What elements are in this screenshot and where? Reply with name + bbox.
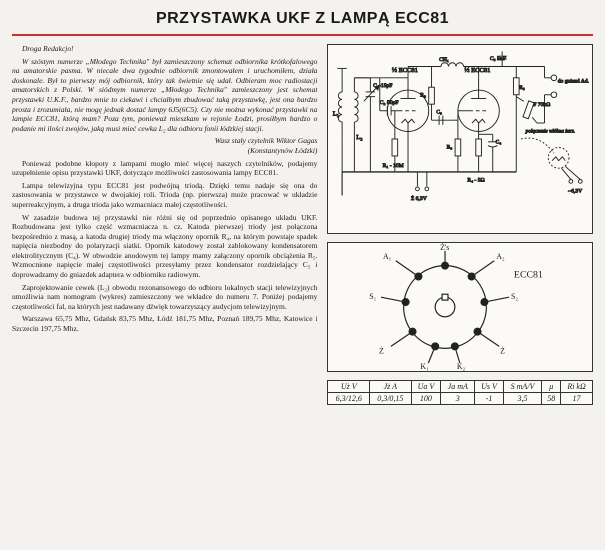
para-3: W zasadzie budowa tej przystawki nie róż… xyxy=(12,213,317,280)
td: 0,3/0,15 xyxy=(370,393,412,405)
td: 6,3/12,6 xyxy=(328,393,370,405)
content-columns: Droga Redakcjo! W szóstym numerze „Młode… xyxy=(12,44,593,405)
svg-text:L₂: L₂ xyxy=(357,134,363,141)
td: 100 xyxy=(411,393,441,405)
td: 3 xyxy=(441,393,475,405)
svg-text:Ż 6,3V: Ż 6,3V xyxy=(411,195,427,202)
td: 17 xyxy=(561,393,593,405)
svg-text:K₂: K₂ xyxy=(457,362,466,371)
svg-text:C₄: C₄ xyxy=(496,140,502,146)
figure-column: L₁ L₂ C₁-15pF xyxy=(327,44,593,405)
svg-text:½ ECC81: ½ ECC81 xyxy=(465,67,491,74)
svg-text:do gniazd Ad.: do gniazd Ad. xyxy=(558,79,590,85)
letter-signature: Wasz stały czytelnik Wiktor Gagas (Konst… xyxy=(12,136,317,155)
para-4: Zaprojektowanie cewek (L₂) obwodu rezona… xyxy=(12,283,317,312)
th: Us V xyxy=(475,381,504,393)
table-row: 6,3/12,6 0,3/0,15 100 3 -1 3,5 58 17 xyxy=(328,393,593,405)
svg-text:K₁: K₁ xyxy=(421,362,430,371)
sig-place: (Konstantynów Łódzki) xyxy=(248,146,318,155)
svg-text:R₄ - 5Ω: R₄ - 5Ω xyxy=(468,177,485,183)
title-rule xyxy=(12,34,593,36)
th: μ xyxy=(542,381,561,393)
td: 58 xyxy=(542,393,561,405)
sig-name: Wasz stały czytelnik Wiktor Gagas xyxy=(215,136,318,145)
svg-text:R₅: R₅ xyxy=(520,85,526,91)
para-2: Lampa telewizyjna typu ECC81 jest podwój… xyxy=(12,181,317,210)
svg-text:R₁ - 10M: R₁ - 10M xyxy=(383,163,404,169)
tube-pinout: Ż's A₂ S₂ Ż K₂ K₁ Ż S₁ A₁ ECC81 xyxy=(327,242,593,372)
page-title: PRZYSTAWKA UKF Z LAMPĄ ECC81 xyxy=(12,8,593,34)
svg-text:CH₁: CH₁ xyxy=(440,57,450,63)
para-1: Ponieważ podobne kłopoty z lampami mogło… xyxy=(12,159,317,178)
text-column: Droga Redakcjo! W szóstym numerze „Młode… xyxy=(12,44,317,405)
th: Uż V xyxy=(328,381,370,393)
svg-text:~6,3V: ~6,3V xyxy=(568,189,582,195)
svg-text:F 70kΩ: F 70kΩ xyxy=(534,102,551,108)
schematic-svg: L₁ L₂ C₁-15pF xyxy=(328,45,592,233)
svg-text:L₁: L₁ xyxy=(333,110,339,117)
svg-text:A₂: A₂ xyxy=(497,252,506,261)
svg-text:Ż's: Ż's xyxy=(441,243,450,252)
svg-text:C₂ 50pF: C₂ 50pF xyxy=(380,100,399,106)
svg-text:S₁: S₁ xyxy=(370,292,377,301)
svg-text:ECC81: ECC81 xyxy=(514,269,543,280)
svg-text:A₁: A₁ xyxy=(383,252,392,261)
svg-text:S₂: S₂ xyxy=(511,292,518,301)
th: Ua V xyxy=(411,381,441,393)
para-5: Warszawa 65,75 Mhz, Gdańsk 83,75 Mhz, Łó… xyxy=(12,314,317,333)
th: Jż A xyxy=(370,381,412,393)
parameter-table: Uż V Jż A Ua V Ja mA Us V S mA/V μ Ri kΩ… xyxy=(327,380,593,405)
svg-text:połączenie włókna żarz.: połączenie włókna żarz. xyxy=(525,128,575,134)
salutation: Droga Redakcjo! xyxy=(12,44,317,54)
svg-text:½ ECC81: ½ ECC81 xyxy=(392,67,418,74)
svg-text:R₂: R₂ xyxy=(421,93,427,99)
circuit-schematic: L₁ L₂ C₁-15pF xyxy=(327,44,593,234)
th: Ri kΩ xyxy=(561,381,593,393)
letter-body: W szóstym numerze „Młodego Technika" był… xyxy=(12,57,317,134)
svg-text:Ż: Ż xyxy=(379,346,384,355)
td: -1 xyxy=(475,393,504,405)
td: 3,5 xyxy=(503,393,542,405)
svg-text:R₃: R₃ xyxy=(447,144,453,150)
th: S mA/V xyxy=(503,381,542,393)
th: Ja mA xyxy=(441,381,475,393)
svg-text:C₃: C₃ xyxy=(437,110,443,116)
svg-text:C₁-15pF: C₁-15pF xyxy=(374,83,393,89)
svg-text:C₅ 5nF: C₅ 5nF xyxy=(490,56,506,62)
table-row: Uż V Jż A Ua V Ja mA Us V S mA/V μ Ri kΩ xyxy=(328,381,593,393)
pinout-svg: Ż's A₂ S₂ Ż K₂ K₁ Ż S₁ A₁ ECC81 xyxy=(328,243,592,371)
svg-text:Ż: Ż xyxy=(501,346,506,355)
